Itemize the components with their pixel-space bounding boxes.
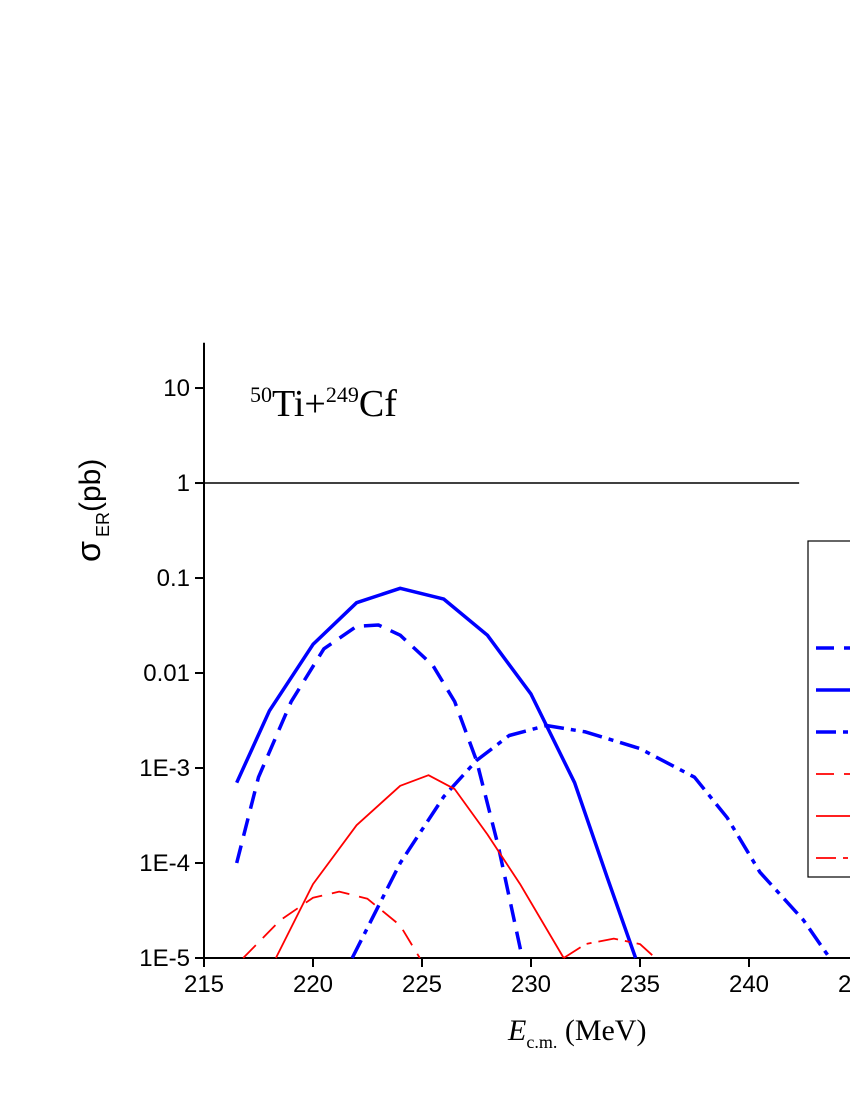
y-tick-label: 1E-5	[139, 945, 190, 972]
annotation-mass: 249	[326, 382, 359, 407]
series-line	[235, 623, 525, 959]
x-label-subscript: c.m.	[526, 1032, 557, 1052]
y-tick-label: 10	[163, 375, 190, 402]
y-axis-label: σ ER(pb)	[70, 459, 113, 562]
y-tick-label: 1E-4	[139, 850, 190, 877]
x-tick-label: 230	[511, 971, 551, 998]
x-label-unit: (MeV)	[557, 1014, 646, 1047]
annotation: 50Ti+249Cf	[250, 382, 397, 425]
y-tick-label: 0.01	[143, 660, 190, 687]
y-tick-label: 0.1	[157, 565, 190, 592]
annotation-mass: 50	[250, 382, 272, 407]
x-tick-label: 225	[402, 971, 442, 998]
series-line	[235, 586, 638, 959]
x-tick-label: 235	[620, 971, 660, 998]
y-label-unit: (pb)	[74, 459, 107, 512]
x-tick-label: 215	[184, 971, 224, 998]
x-tick-label: 220	[293, 971, 333, 998]
y-label-subscript: ER	[93, 512, 113, 537]
x-label-symbol: E	[507, 1014, 526, 1047]
x-tick-label: 245	[838, 971, 850, 998]
series-line	[563, 937, 656, 959]
x-axis-label: Ec.m. (MeV)	[507, 1014, 646, 1052]
annotation-element: Cf	[359, 383, 397, 425]
y-label-symbol: σ	[70, 541, 108, 562]
series-line	[242, 890, 421, 959]
x-tick-label: 240	[729, 971, 769, 998]
series-line	[275, 774, 565, 959]
annotation-element: Ti+	[272, 383, 326, 425]
series-line	[350, 723, 832, 959]
y-tick-label: 1	[177, 470, 190, 497]
legend-box	[807, 540, 850, 878]
y-tick-label: 1E-3	[139, 755, 190, 782]
